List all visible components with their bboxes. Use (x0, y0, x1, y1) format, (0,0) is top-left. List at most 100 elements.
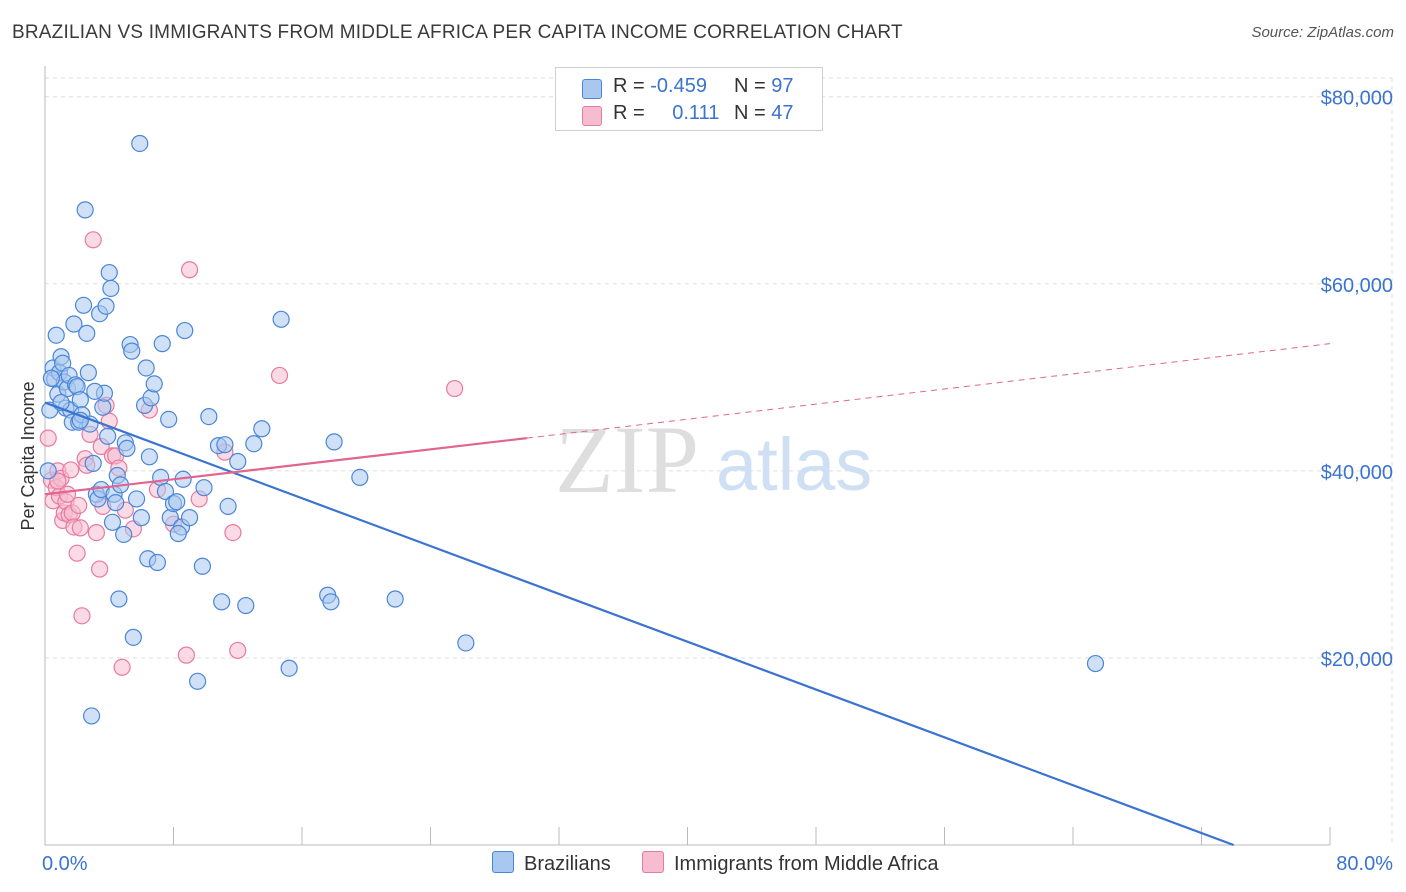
data-point-brazilian (272, 310, 290, 328)
legend-label-middle-africa: Immigrants from Middle Africa (674, 853, 939, 875)
legend-item-middle-africa: Immigrants from Middle Africa (642, 851, 939, 876)
data-point-brazilian (142, 389, 160, 407)
data-point-middle-africa (84, 231, 102, 249)
legend-n-label: N = (734, 75, 766, 97)
data-point-middle-africa (113, 658, 131, 676)
data-point-brazilian (253, 420, 271, 438)
data-point-brazilian (145, 375, 163, 393)
data-point-brazilian (100, 263, 118, 282)
legend-swatch-middle-africa (642, 851, 664, 873)
legend-row-pink: R = 0.111 N = 47 (556, 100, 822, 130)
data-point-brazilian (118, 439, 136, 458)
data-point-brazilian (47, 326, 65, 344)
data-point-brazilian (42, 369, 61, 387)
data-point-brazilian (131, 134, 149, 153)
legend-r-label: R = (613, 102, 645, 124)
data-point-brazilian (110, 590, 128, 608)
y-tick-label: $80,000 (1321, 88, 1393, 110)
chart-title: BRAZILIAN VS IMMIGRANTS FROM MIDDLE AFRI… (12, 22, 903, 43)
data-point-brazilian (127, 490, 146, 508)
legend-n-value-pink: 47 (771, 102, 794, 124)
data-point-brazilian (195, 479, 213, 497)
trendlines (44, 343, 1331, 847)
data-point-brazilian (322, 593, 340, 611)
data-point-brazilian (168, 493, 186, 511)
data-point-middle-africa (87, 523, 106, 542)
trendline-brazilians (44, 401, 1235, 847)
x-tick-label-min: 0.0% (42, 853, 88, 875)
correlation-legend: R = -0.459 N = 97 R = 0.111 N = 47 (555, 67, 823, 131)
data-point-middle-africa (91, 560, 109, 578)
legend-row-blue: R = -0.459 N = 97 (556, 73, 822, 103)
data-point-brazilian (153, 335, 171, 353)
data-point-brazilian (245, 435, 263, 453)
data-point-middle-africa (224, 523, 242, 542)
source-label: Source: ZipAtlas.com (1251, 24, 1394, 41)
blue-points (39, 134, 1105, 725)
data-point-middle-africa (70, 496, 88, 515)
data-point-brazilian (79, 364, 97, 382)
data-point-brazilian (82, 707, 101, 725)
data-point-brazilian (86, 382, 104, 400)
data-point-brazilian (219, 497, 237, 515)
legend-n-value-blue: 97 (771, 75, 794, 97)
data-point-brazilian (280, 659, 298, 677)
watermark-atlas: atlas (716, 423, 872, 506)
trendline-middle-africa-extension (526, 343, 1331, 439)
y-tick-label: $20,000 (1321, 649, 1393, 671)
trendline-middle-africa (44, 437, 528, 496)
data-point-brazilian (71, 391, 89, 409)
legend-label-brazilians: Brazilians (524, 853, 611, 875)
legend-r-value-pink: 0.111 (672, 102, 720, 124)
watermark-zip: ZIP (555, 406, 699, 513)
data-point-brazilian (351, 468, 369, 487)
data-point-middle-africa (73, 607, 91, 625)
data-point-middle-africa (180, 261, 199, 279)
data-point-middle-africa (270, 366, 289, 385)
data-point-brazilian (102, 279, 120, 298)
data-point-middle-africa (62, 461, 80, 479)
data-point-brazilian (169, 524, 187, 543)
data-point-brazilian (188, 672, 207, 690)
data-point-middle-africa (177, 646, 195, 664)
data-point-brazilian (325, 433, 343, 451)
data-point-brazilian (193, 557, 212, 575)
data-point-brazilian (180, 509, 199, 527)
data-point-brazilian (148, 553, 167, 572)
legend-r-value-blue: -0.459 (650, 75, 707, 97)
data-point-brazilian (137, 359, 155, 377)
data-point-brazilian (65, 315, 83, 333)
data-point-brazilian (156, 482, 175, 501)
legend-n-label: N = (734, 102, 766, 124)
data-point-brazilian (115, 525, 133, 544)
data-point-brazilian (386, 590, 404, 608)
legend-swatch-pink (582, 106, 602, 126)
x-tick-label-max: 80.0% (1336, 853, 1393, 875)
y-tick-label: $60,000 (1321, 275, 1393, 297)
data-point-brazilian (103, 513, 122, 531)
data-point-brazilian (97, 297, 115, 315)
axes (44, 66, 1331, 846)
data-point-brazilian (160, 410, 178, 429)
data-point-brazilian (84, 454, 102, 472)
data-point-brazilian (107, 494, 125, 512)
legend-r-label: R = (613, 75, 645, 97)
data-point-brazilian (99, 427, 117, 445)
data-point-middle-africa (39, 429, 57, 447)
legend-swatch-blue (582, 79, 602, 99)
data-point-brazilian (176, 321, 194, 340)
data-point-brazilian (1086, 654, 1105, 673)
y-axis-label: Per Capita Income (18, 381, 38, 530)
data-point-middle-africa (445, 379, 464, 398)
tick-labels: $20,000 $40,000 $60,000 $80,000 0.0% 80.0% (42, 88, 1393, 875)
data-point-brazilian (213, 593, 231, 611)
data-point-brazilian (132, 509, 150, 527)
data-point-middle-africa (229, 641, 247, 660)
data-point-middle-africa (71, 519, 89, 537)
data-point-brazilian (78, 324, 96, 342)
legend-item-brazilians: Brazilians (492, 851, 611, 876)
data-point-middle-africa (68, 544, 86, 562)
data-point-brazilian (39, 462, 57, 480)
data-point-brazilian (123, 342, 141, 360)
